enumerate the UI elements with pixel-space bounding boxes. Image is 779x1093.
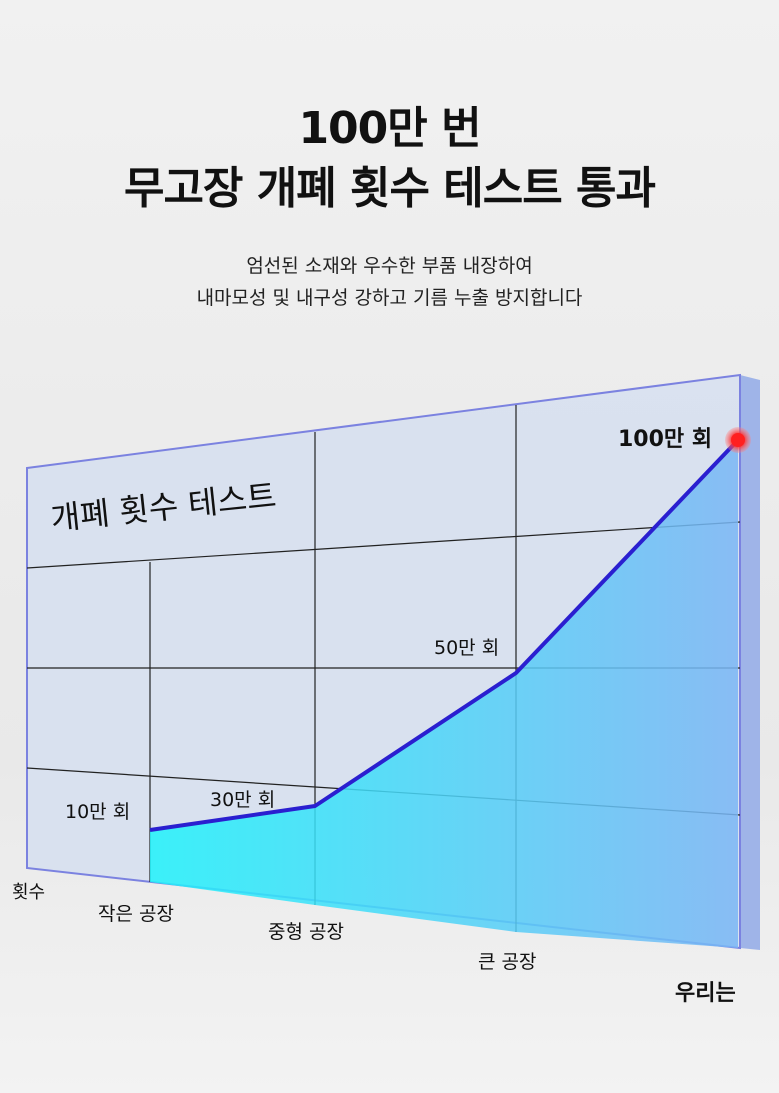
data-label: 100만 회 bbox=[618, 427, 712, 452]
highlight-point-core bbox=[731, 433, 745, 447]
y-axis-label: 횟수 bbox=[12, 882, 45, 903]
grid-line bbox=[26, 521, 741, 569]
title-line-2: 무고장 개폐 횟수 테스트 통과 bbox=[123, 163, 656, 214]
category-label: 작은 공장 bbox=[98, 903, 174, 925]
area-fill bbox=[150, 440, 738, 948]
subtitle-line-1: 엄선된 소재와 우수한 부품 내장하여 bbox=[246, 255, 533, 277]
data-label: 10만 회 bbox=[65, 801, 130, 823]
series-line bbox=[149, 438, 740, 832]
category-label: 큰 공장 bbox=[478, 951, 536, 973]
category-label: 우리는 bbox=[675, 981, 736, 1006]
data-label: 30만 회 bbox=[210, 789, 275, 811]
panel-side bbox=[740, 375, 760, 950]
subtitle-line-2: 내마모성 및 내구성 강하고 기름 누출 방지합니다 bbox=[196, 287, 583, 309]
title-line-1: 100만 번 bbox=[298, 103, 481, 154]
category-label: 중형 공장 bbox=[268, 921, 344, 943]
data-label: 50만 회 bbox=[434, 637, 499, 659]
